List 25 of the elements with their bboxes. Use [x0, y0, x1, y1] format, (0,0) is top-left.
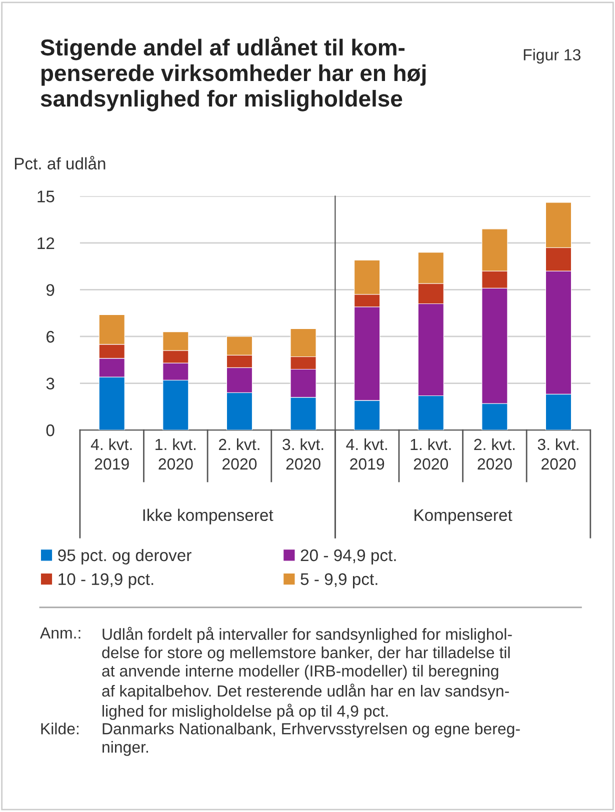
- text: Figur 13: [524, 48, 580, 64]
- x-axis-title: Kompenseret: [414, 509, 512, 524]
- x-tick-label: 4. kvt. 2019: [90, 438, 132, 470]
- legend-label: 20 - 94,9 pct.: [300, 549, 396, 564]
- y-tick-label: 3: [46, 378, 54, 390]
- text: Anm.: Udlån fordelt på intervaller for sandsynlighed for mislighol- delse for store og mellemstore banker, der har tilladelse til at anvende interne modeller (IRB-modeller) til beregning af kapitalbehov. Det resterende udlån har en lav sandsyn- lighed for misligholdelse på op til 4,9 pct.: [40, 626, 512, 720]
- x-tick-label: 4. kvt. 2019: [346, 438, 387, 470]
- y-tick-label: 0: [46, 424, 54, 436]
- y-tick-label: 15: [38, 190, 54, 202]
- legend-label: 5 - 9,9 pct.: [300, 573, 378, 588]
- x-tick-label: 3. kvt. 2020: [282, 438, 324, 470]
- y-tick-label: 6: [46, 330, 54, 343]
- y-tick-label: 12: [38, 237, 54, 249]
- x-tick-label: 1. kvt. 2020: [410, 438, 451, 470]
- y-axis-title: Pct. af udlån: [14, 156, 106, 170]
- legend-label: 10 - 19,9 pct.: [58, 573, 154, 588]
- x-axis-title: Ikke kompenseret: [143, 508, 274, 524]
- x-tick-label: 1. kvt. 2020: [156, 438, 196, 470]
- chart-title: Stigende andel af udlånet til kom- penserede virksomheder har en høj sandsynlighed for misligholdelse: [40, 36, 426, 112]
- text: Kilde: Danmarks Nationalbank, Erhvervsstyrelsen og egne bereg- ninger.: [41, 722, 520, 756]
- legend-label: 95 pct. og derover: [58, 548, 192, 564]
- x-tick-label: 2. kvt. 2020: [218, 438, 260, 470]
- x-tick-label: 3. kvt. 2020: [538, 438, 578, 470]
- y-tick-label: 9: [46, 284, 54, 296]
- x-tick-label: 2. kvt. 2020: [474, 438, 515, 470]
